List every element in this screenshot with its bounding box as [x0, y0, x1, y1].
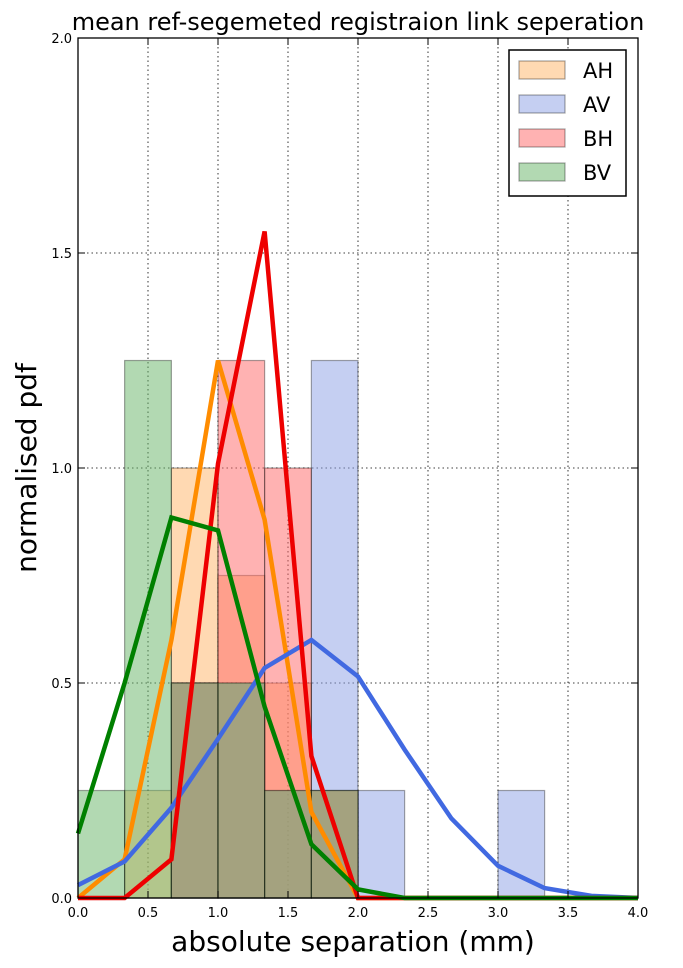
- x-tick-label: 1.0: [208, 906, 229, 921]
- x-tick-label: 2.0: [348, 906, 369, 921]
- legend-swatch-bv: [518, 162, 566, 182]
- x-tick-label: 1.5: [278, 906, 299, 921]
- bar-bv-1: [124, 359, 172, 899]
- bar-av-5: [497, 789, 546, 899]
- x-axis-title: absolute separation (mm): [171, 925, 535, 958]
- y-tick-label: 0.0: [51, 892, 72, 907]
- y-tick-label: 2.0: [51, 32, 72, 47]
- bar-bv-3: [217, 682, 266, 899]
- legend-label-ah: AH: [583, 59, 613, 83]
- line-av: [76, 637, 639, 901]
- chart-title: mean ref-segemeted registraion link sepe…: [72, 8, 645, 36]
- legend-swatch-bh: [518, 128, 566, 148]
- y-tick-label: 1.0: [51, 462, 72, 477]
- bar-bv-4: [264, 789, 312, 899]
- y-tick-label: 0.5: [51, 677, 72, 692]
- legend-swatch-av: [518, 94, 566, 114]
- bar-av-4: [357, 789, 406, 899]
- x-tick-label: 2.5: [418, 906, 439, 921]
- y-axis-title: normalised pdf: [10, 362, 43, 573]
- legend-label-av: AV: [583, 93, 611, 117]
- x-tick-label: 0.0: [68, 906, 89, 921]
- x-tick-label: 3.0: [488, 906, 509, 921]
- legend-label-bh: BH: [583, 127, 613, 151]
- bar-bv-5: [310, 789, 359, 899]
- x-tick-label: 3.5: [558, 906, 579, 921]
- x-tick-label: 4.0: [628, 906, 649, 921]
- x-tick-label: 0.5: [138, 906, 159, 921]
- legend-label-bv: BV: [583, 161, 612, 185]
- y-tick-label: 1.5: [51, 247, 72, 262]
- legend-swatch-ah: [518, 60, 566, 80]
- axis-ticks: 0.0 0.5 1.0 1.5 2.0 2.5 3.0 3.5 4.0 0.0 0.5 1.0 1.5 2…: [51, 32, 648, 921]
- legend: AH AV BH BV: [508, 49, 627, 197]
